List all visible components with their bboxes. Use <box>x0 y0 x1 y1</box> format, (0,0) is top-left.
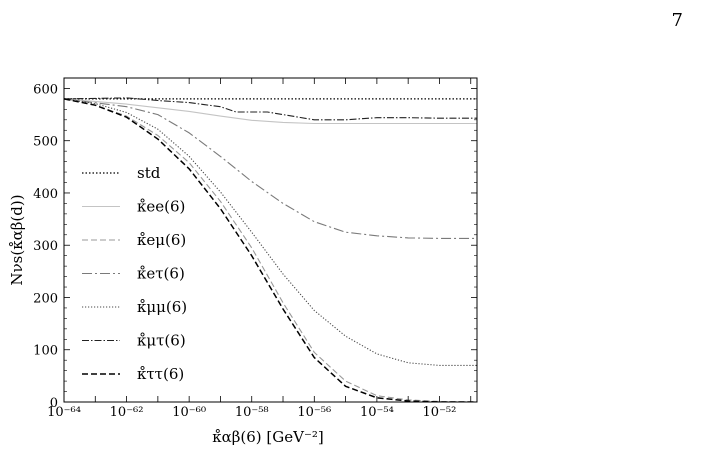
series-line-5 <box>64 97 477 121</box>
x-tick-label: 10⁻⁶⁴ <box>47 405 81 420</box>
series-line-4 <box>64 98 477 366</box>
legend-label-6: κ̊ττ(6) <box>137 365 184 383</box>
y-axis-title: Nνs(κ̊αβ(d)) <box>8 194 26 285</box>
y-tick-label: 400 <box>33 187 58 202</box>
x-tick-label: 10⁻⁶² <box>110 405 144 420</box>
legend-label-5: κ̊μτ(6) <box>137 332 186 350</box>
x-tick-label: 10⁻⁵⁴ <box>360 405 394 420</box>
y-tick-label: 200 <box>33 291 58 306</box>
y-tick-label: 100 <box>33 344 58 359</box>
x-tick-label: 10⁻⁵⁶ <box>297 405 331 420</box>
series-line-2 <box>64 98 477 402</box>
series-line-6 <box>64 98 477 402</box>
plot-frame <box>63 77 478 403</box>
y-tick-label: 500 <box>33 135 58 150</box>
legend-label-3: κ̊eτ(6) <box>137 265 185 283</box>
legend-label-1: κ̊ee(6) <box>137 198 185 216</box>
legend-label-0: std <box>137 164 161 182</box>
x-tick-label: 10⁻⁵² <box>423 405 457 420</box>
x-tick-label: 10⁻⁶⁰ <box>172 405 206 420</box>
y-tick-label: 600 <box>33 82 58 97</box>
y-tick-label: 300 <box>33 239 58 254</box>
page-number: 7 <box>671 10 683 31</box>
legend-label-2: κ̊eμ(6) <box>137 231 186 249</box>
y-tick-label: 0 <box>50 396 58 411</box>
legend-label-4: κ̊μμ(6) <box>137 298 187 316</box>
x-tick-label: 10⁻⁵⁸ <box>235 405 269 420</box>
series-line-1 <box>64 98 477 125</box>
series-line-3 <box>64 98 477 239</box>
x-axis-title: κ̊αβ(6) [GeV⁻²] <box>212 428 324 446</box>
